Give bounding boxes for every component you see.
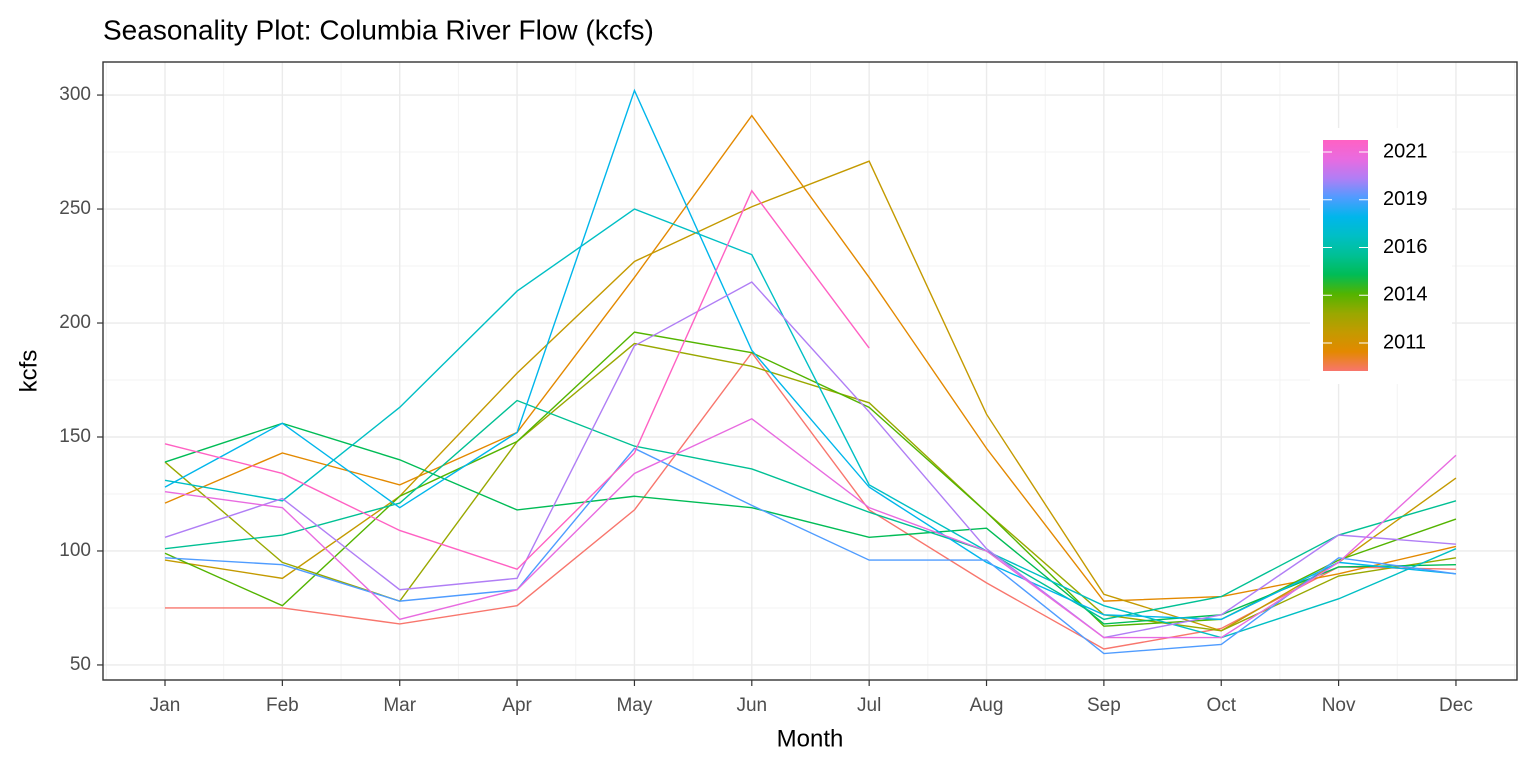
x-tick-label: Sep [1087,695,1121,716]
series-line [164,88,1457,621]
x-tick-label: May [616,695,652,716]
series-line [164,189,870,571]
series-line [164,447,1457,655]
series-line [164,281,1457,639]
x-tick-label: Dec [1439,695,1473,716]
y-tick-label: 100 [59,540,91,561]
y-tick-label: 250 [59,198,91,219]
series-line [165,351,1456,650]
legend-label: 2011 [1383,331,1426,353]
series-line [164,114,1457,602]
y-tick-label: 50 [70,654,91,675]
x-tick-label: Jul [857,695,881,716]
x-axis-title: Month [777,725,844,752]
y-tick-label: 300 [59,84,91,105]
series-line [164,399,1457,621]
x-tick-label: Oct [1206,695,1236,716]
series-line [164,417,1457,639]
x-tick-label: Aug [970,695,1004,716]
legend-label: 2019 [1383,188,1428,210]
series-line [164,422,1456,625]
plot-border [102,61,1518,681]
x-tick-label: Jun [736,695,767,716]
y-axis-title: kcfs [15,350,42,393]
series-line [164,160,1457,632]
y-tick-label: 200 [59,312,91,333]
x-tick-label: Nov [1322,695,1356,716]
legend-label: 2021 [1383,140,1428,162]
x-tick-label: Mar [383,695,416,716]
x-tick-label: Jan [150,695,181,716]
legend-label: 2014 [1383,284,1428,306]
x-tick-label: Apr [502,695,532,716]
series-line [164,208,1457,639]
chart-title: Seasonality Plot: Columbia River Flow (k… [103,14,654,45]
y-tick-label: 150 [59,426,91,447]
colorbar [1323,140,1368,371]
x-tick-label: Feb [266,695,299,716]
legend-label: 2016 [1383,236,1428,258]
